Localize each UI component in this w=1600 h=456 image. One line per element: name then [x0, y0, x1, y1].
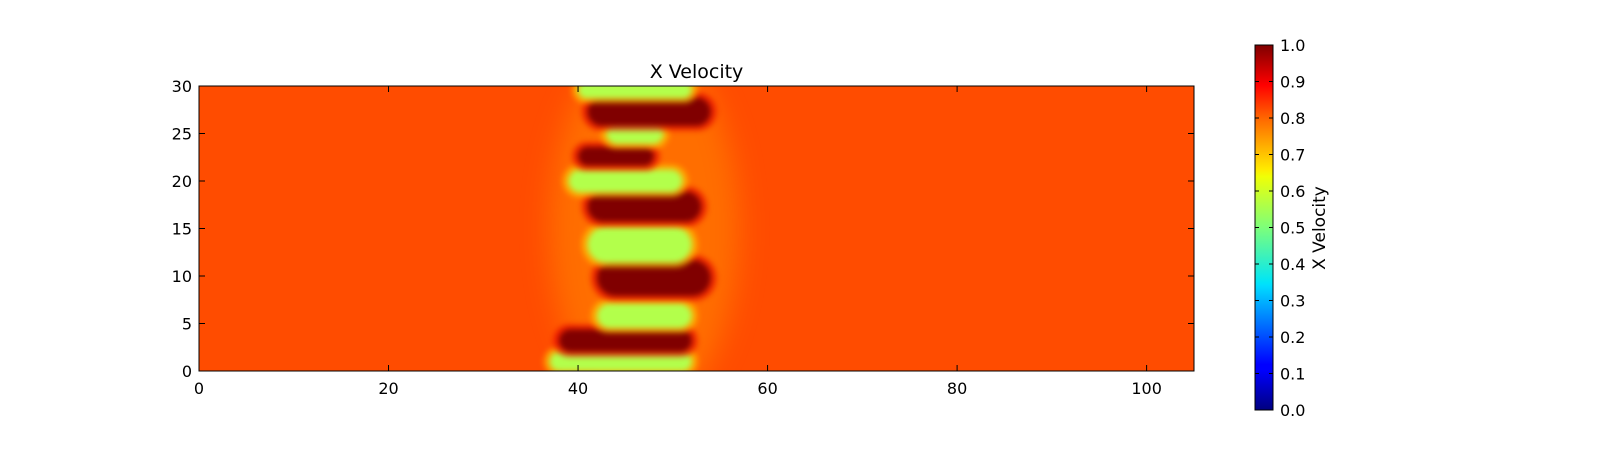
low-velocity-lobe	[568, 169, 683, 193]
x-tick-label: 0	[194, 379, 204, 398]
high-velocity-lobe	[597, 259, 711, 296]
y-tick-label: 30	[172, 77, 192, 96]
colorbar-tick-label: 0.5	[1280, 219, 1305, 238]
colorbar-tick-label: 0.9	[1280, 73, 1305, 92]
high-velocity-lobe	[559, 329, 692, 352]
colorbar-label: X Velocity	[1310, 186, 1330, 270]
colorbar-tick-label: 0.7	[1280, 146, 1305, 165]
y-axis: 0 5 10 15 20 25 30	[172, 77, 1194, 381]
low-velocity-lobe	[578, 86, 692, 99]
colorbar-tick-label: 0.2	[1280, 328, 1305, 347]
x-axis: 0 20 40 60 80 100	[194, 86, 1162, 398]
y-tick-label: 25	[172, 125, 192, 144]
colorbar-tick-label: 0.4	[1280, 255, 1305, 274]
y-tick-label: 20	[172, 172, 192, 191]
x-tick-label: 100	[1131, 379, 1162, 398]
colorbar-tick-label: 0.6	[1280, 182, 1305, 201]
x-tick-label: 60	[757, 379, 777, 398]
x-tick-label: 40	[568, 379, 588, 398]
low-velocity-lobe	[587, 226, 692, 263]
x-tick-label: 80	[947, 379, 967, 398]
colorbar-ticks: 0.0 0.1 0.2 0.3 0.4 0.5 0.6 0.7 0.8 0.9 1.0	[1255, 36, 1305, 420]
chart-title: X Velocity	[650, 61, 744, 83]
colorbar-tick-label: 0.0	[1280, 401, 1305, 420]
y-tick-label: 10	[172, 267, 192, 286]
high-velocity-lobe	[578, 146, 654, 166]
colorbar-tick-label: 0.8	[1280, 109, 1305, 128]
colorbar: 0.0 0.1 0.2 0.3 0.4 0.5 0.6 0.7 0.8 0.9 1.0 X Velo…	[1254, 36, 1330, 420]
low-velocity-lobe	[597, 303, 692, 329]
colorbar-tick-label: 1.0	[1280, 36, 1305, 55]
colorbar-tick-label: 0.3	[1280, 292, 1305, 311]
plot-area	[198, 85, 1195, 372]
y-tick-label: 0	[182, 362, 192, 381]
high-velocity-lobe	[587, 97, 711, 126]
heatmap-field	[543, 86, 740, 371]
x-tick-label: 20	[378, 379, 398, 398]
colorbar-tick-label: 0.1	[1280, 365, 1305, 384]
y-tick-label: 5	[182, 315, 192, 334]
high-velocity-lobe	[587, 191, 702, 222]
y-tick-label: 15	[172, 220, 192, 239]
